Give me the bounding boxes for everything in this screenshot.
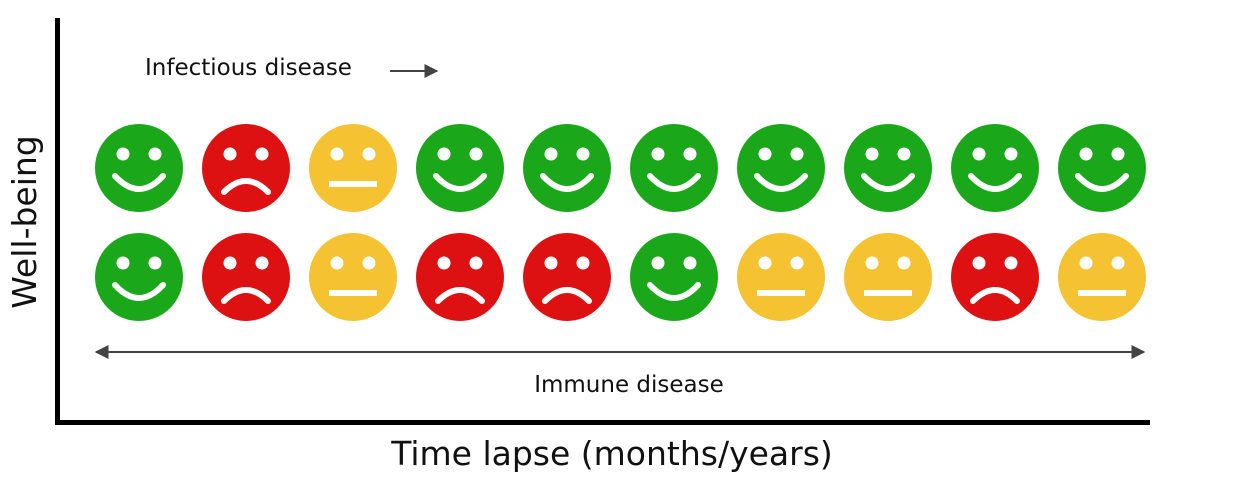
face-row-infectious-disease	[95, 124, 1146, 212]
face-row-immune-disease	[95, 233, 1146, 321]
neutral-face-icon	[844, 233, 932, 321]
neutral-face-icon	[309, 233, 397, 321]
happy-face-icon	[95, 233, 183, 321]
sad-face-icon	[951, 233, 1039, 321]
happy-face-icon	[951, 124, 1039, 212]
faces-grid	[95, 124, 1146, 321]
happy-face-icon	[630, 124, 718, 212]
y-axis-label: Well-being	[5, 135, 44, 309]
sad-face-icon	[202, 233, 290, 321]
neutral-face-icon	[309, 124, 397, 212]
sad-face-icon	[202, 124, 290, 212]
happy-face-icon	[844, 124, 932, 212]
happy-face-icon	[416, 124, 504, 212]
sad-face-icon	[523, 233, 611, 321]
neutral-face-icon	[737, 233, 825, 321]
immune-disease-label: Immune disease	[534, 372, 724, 398]
happy-face-icon	[1058, 124, 1146, 212]
happy-face-icon	[737, 124, 825, 212]
happy-face-icon	[630, 233, 718, 321]
happy-face-icon	[95, 124, 183, 212]
neutral-face-icon	[1058, 233, 1146, 321]
x-axis-label: Time lapse (months/years)	[390, 434, 833, 473]
infectious-disease-label: Infectious disease	[145, 55, 352, 81]
happy-face-icon	[523, 124, 611, 212]
sad-face-icon	[416, 233, 504, 321]
